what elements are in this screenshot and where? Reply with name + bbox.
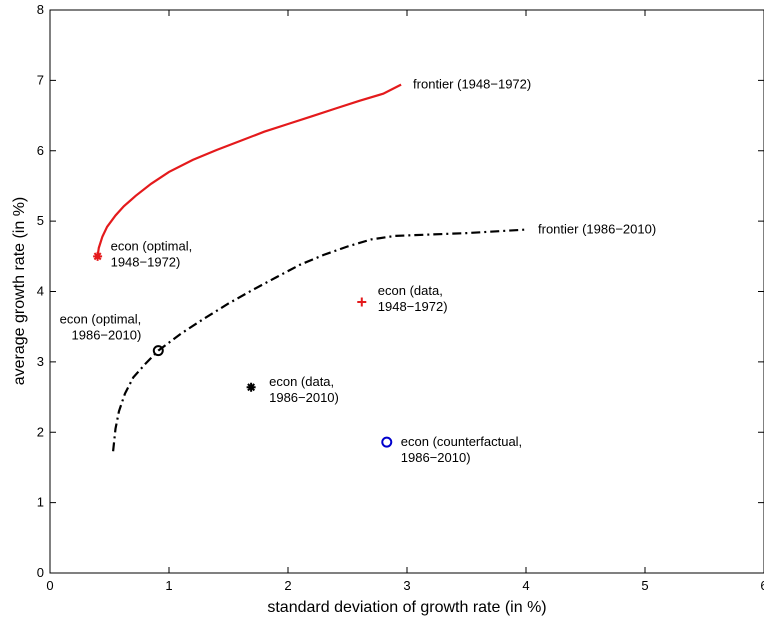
series	[96, 83, 527, 452]
x-tick-label: 4	[522, 578, 529, 593]
y-tick-label: 8	[37, 2, 44, 17]
y-tick-label: 7	[37, 72, 44, 87]
point-label-line2: 1948−1972)	[111, 254, 181, 269]
y-tick-label: 6	[37, 143, 44, 158]
marks	[93, 251, 393, 448]
point-label-line1: econ (optimal,	[111, 238, 193, 253]
plot-area	[49, 9, 764, 574]
point-label-line1: econ (optimal,	[60, 312, 142, 327]
y-tick-label: 0	[37, 565, 44, 580]
point-label-line2: 1986−2010)	[269, 390, 339, 405]
y-axis-title: average growth rate (in %)	[11, 197, 28, 386]
point-label-line1: econ (data,	[378, 283, 443, 298]
frontier-label: frontier (1948−1972)	[413, 77, 531, 92]
point-marker	[357, 297, 367, 307]
point-label-line2: 1986−2010)	[72, 328, 142, 343]
x-tick-label: 2	[284, 578, 291, 593]
ticks: 0 1 2 3 4 5 6 0 1 2 3 4 5 6 7 8	[37, 2, 764, 593]
point-label-line2: 1948−1972)	[378, 299, 448, 314]
annotations: frontier (1948−1972) frontier (1986−2010)…	[60, 77, 657, 466]
y-tick-label: 3	[37, 354, 44, 369]
x-tick-label: 6	[760, 578, 764, 593]
point-label-line2: 1986−2010)	[401, 450, 471, 465]
frontier-line	[112, 228, 527, 452]
frontier-line	[96, 83, 402, 257]
y-tick-label: 5	[37, 213, 44, 228]
y-tick-label: 4	[37, 284, 44, 299]
x-tick-label: 3	[403, 578, 410, 593]
y-tick-label: 2	[37, 424, 44, 439]
x-tick-label: 0	[46, 578, 53, 593]
point-label-line1: econ (counterfactual,	[401, 434, 522, 449]
y-tick-label: 1	[37, 495, 44, 510]
point-label-line1: econ (data,	[269, 374, 334, 389]
x-tick-label: 1	[165, 578, 172, 593]
x-axis-title: standard deviation of growth rate (in %)	[267, 599, 546, 616]
point-marker	[152, 345, 164, 357]
point-marker	[93, 251, 103, 261]
x-tick-label: 5	[641, 578, 648, 593]
point-marker	[246, 382, 256, 392]
point-marker	[381, 436, 393, 448]
frontier-label: frontier (1986−2010)	[538, 222, 656, 237]
